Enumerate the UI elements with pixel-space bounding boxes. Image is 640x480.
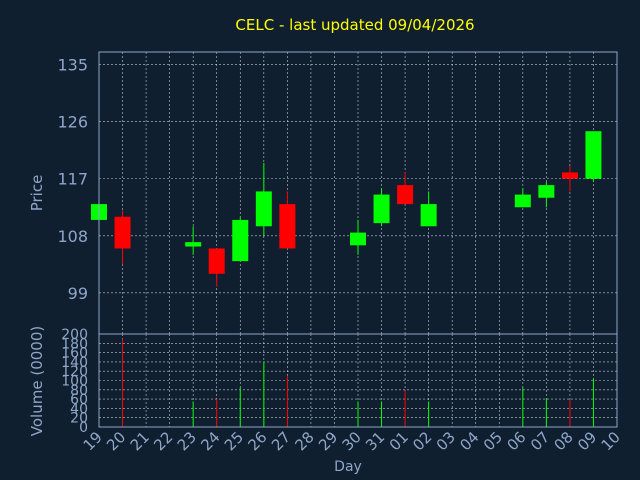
x-tick-label: 04 xyxy=(456,428,482,454)
x-tick-label: 06 xyxy=(503,428,529,454)
x-axis-label: Day xyxy=(334,459,362,475)
candle-body xyxy=(538,185,555,198)
volume-y-tick-label: 20 xyxy=(70,411,88,427)
volume-y-tick-label: 160 xyxy=(61,346,88,362)
price-candles xyxy=(91,131,602,287)
price-y-ticks: 99 108 117 126 135 xyxy=(57,56,88,303)
candle-body xyxy=(397,185,414,205)
price-y-tick-label: 99 xyxy=(68,284,88,303)
x-tick-label: 30 xyxy=(339,428,365,454)
candle-body xyxy=(514,194,531,208)
candle-body xyxy=(561,172,578,179)
volume-y-tick-label: 100 xyxy=(61,374,88,390)
candle-body xyxy=(350,232,366,246)
x-tick-label: 29 xyxy=(315,428,341,454)
price-y-tick-label: 135 xyxy=(57,56,88,75)
x-tick-label: 05 xyxy=(480,428,506,454)
candle-body xyxy=(255,191,272,227)
price-axis-label: Price xyxy=(28,175,46,212)
volume-y-tick-label: 0 xyxy=(79,420,88,436)
candle-body xyxy=(585,131,602,179)
volume-y-tick-label: 80 xyxy=(70,383,88,399)
x-tick-label: 03 xyxy=(433,428,459,454)
x-tick-label: 02 xyxy=(409,428,435,454)
x-tick-label: 08 xyxy=(551,428,577,454)
volume-y-tick-label: 200 xyxy=(61,327,88,343)
candle-body xyxy=(420,204,437,227)
volume-bars xyxy=(122,338,594,427)
volume-y-tick-label: 120 xyxy=(61,364,88,380)
candle-body xyxy=(279,204,296,249)
x-tick-label: 28 xyxy=(292,428,318,454)
x-tick-label: 27 xyxy=(268,428,294,454)
volume-y-tick-label: 140 xyxy=(61,355,88,371)
x-tick-label: 23 xyxy=(174,428,200,454)
x-tick-label: 09 xyxy=(574,428,600,454)
x-tick-label: 10 xyxy=(598,428,624,454)
candle-body xyxy=(232,219,249,262)
candle-body xyxy=(185,242,202,247)
price-y-tick-label: 126 xyxy=(57,113,88,132)
chart-title: CELC - last updated 09/04/2026 xyxy=(235,16,474,34)
price-y-tick-label: 108 xyxy=(57,227,88,246)
x-tick-label: 24 xyxy=(197,428,223,454)
x-ticks: 1920212223242526272829303101020304050607… xyxy=(80,428,624,454)
volume-y-tick-label: 40 xyxy=(70,401,88,417)
x-tick-label: 22 xyxy=(150,428,176,454)
x-tick-label: 07 xyxy=(527,428,553,454)
x-tick-label: 25 xyxy=(221,428,247,454)
volume-y-tick-label: 60 xyxy=(70,392,88,408)
x-tick-label: 26 xyxy=(244,428,270,454)
candle-body xyxy=(114,216,131,249)
x-tick-label: 31 xyxy=(362,428,388,454)
candle-body xyxy=(373,194,390,224)
candle-body xyxy=(208,248,225,274)
volume-y-tick-label: 180 xyxy=(61,336,88,352)
volume-plot-frame xyxy=(98,333,618,428)
x-tick-label: 21 xyxy=(127,428,153,454)
x-tick-label: 20 xyxy=(103,428,129,454)
volume-axis-label: Volume (0000) xyxy=(28,326,46,436)
x-tick-label: 01 xyxy=(386,428,412,454)
price-y-tick-label: 117 xyxy=(57,170,88,189)
